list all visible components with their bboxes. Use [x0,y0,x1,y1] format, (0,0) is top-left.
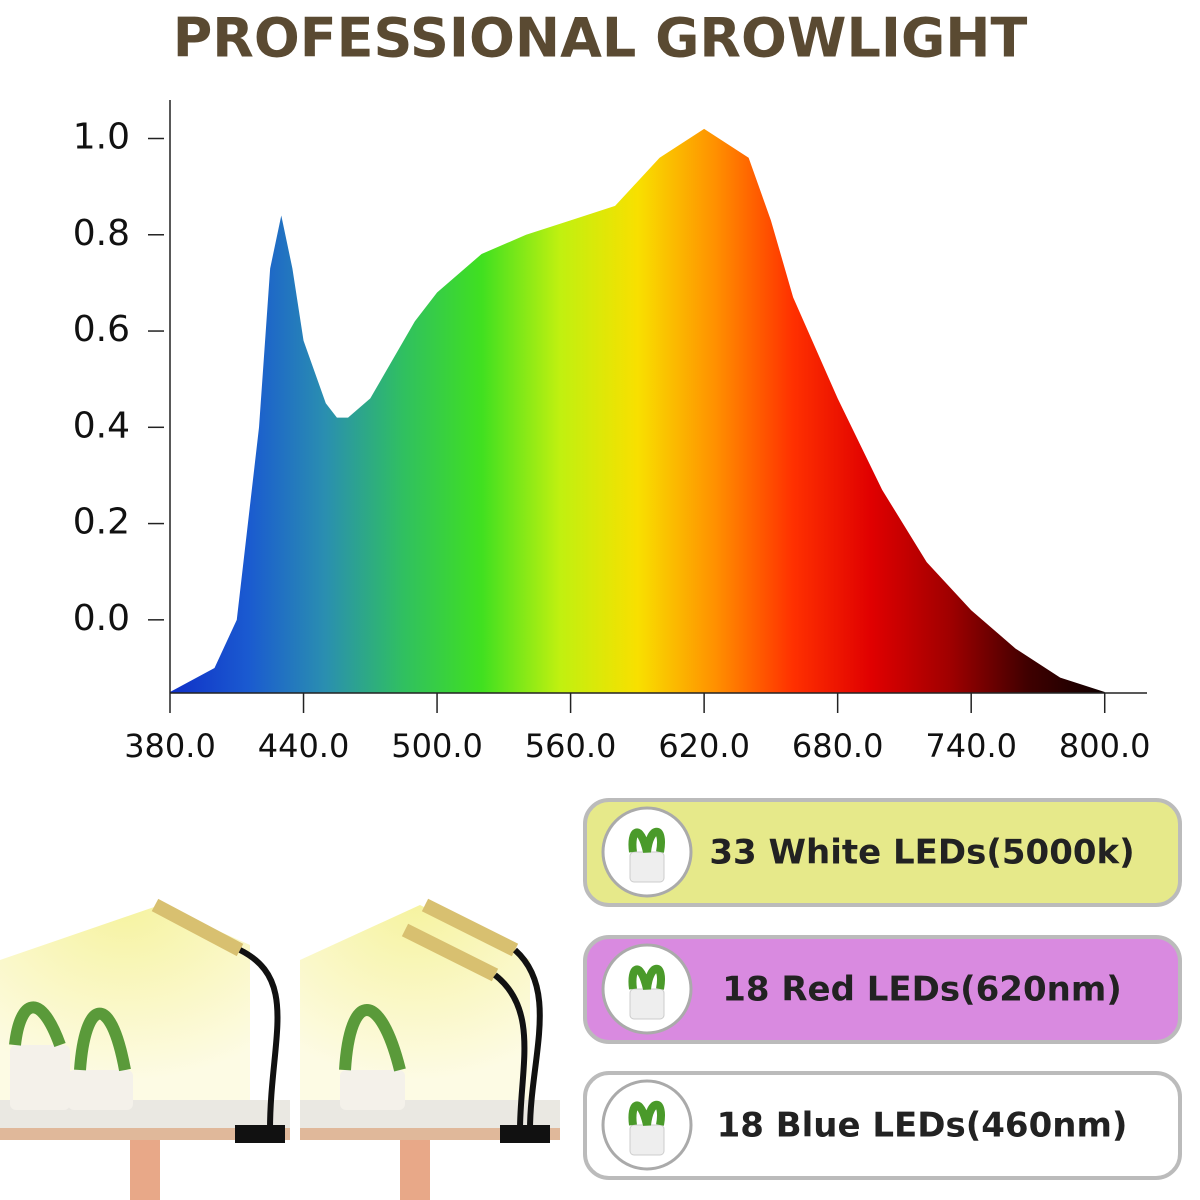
icon-plant [628,1101,665,1126]
x-tick-label: 560.0 [525,727,617,765]
icon-pot [629,851,665,883]
x-tick-label: 380.0 [124,727,216,765]
icon-plant [628,965,665,990]
panel-label: 18 Blue LEDs(460nm) [717,1106,1128,1146]
spectrum-area [170,128,1105,693]
x-tick-label: 800.0 [1059,727,1151,765]
y-tick-label: 0.0 [73,598,130,639]
icon-pot [629,1124,665,1156]
panel-box [583,798,1182,907]
icon-plant [628,828,665,853]
x-tick-label: 740.0 [925,727,1017,765]
y-tick-label: 1.0 [73,117,130,158]
led-panel: 33 White LEDs(5000k) [583,798,1182,907]
icon-pot [629,988,665,1020]
y-tick-label: 0.2 [73,502,130,543]
led-panel: 18 Red LEDs(620nm) [583,935,1182,1044]
panel-label: 18 Red LEDs(620nm) [722,970,1122,1010]
x-tick-label: 620.0 [658,727,750,765]
led-panel: 18 Blue LEDs(460nm) [583,1071,1182,1180]
lamp-illustration [0,898,560,1200]
panel-box [583,935,1182,1044]
panel-label: 33 White LEDs(5000k) [709,833,1134,873]
y-tick-label: 0.4 [73,405,130,446]
title: PROFESSIONAL GROWLIGHT [173,7,1028,70]
y-tick-label: 0.8 [73,213,130,254]
x-tick-label: 680.0 [792,727,884,765]
x-tick-label: 500.0 [391,727,483,765]
panel-box [583,1071,1182,1180]
x-tick-label: 440.0 [258,727,350,765]
y-tick-label: 0.6 [73,309,130,350]
